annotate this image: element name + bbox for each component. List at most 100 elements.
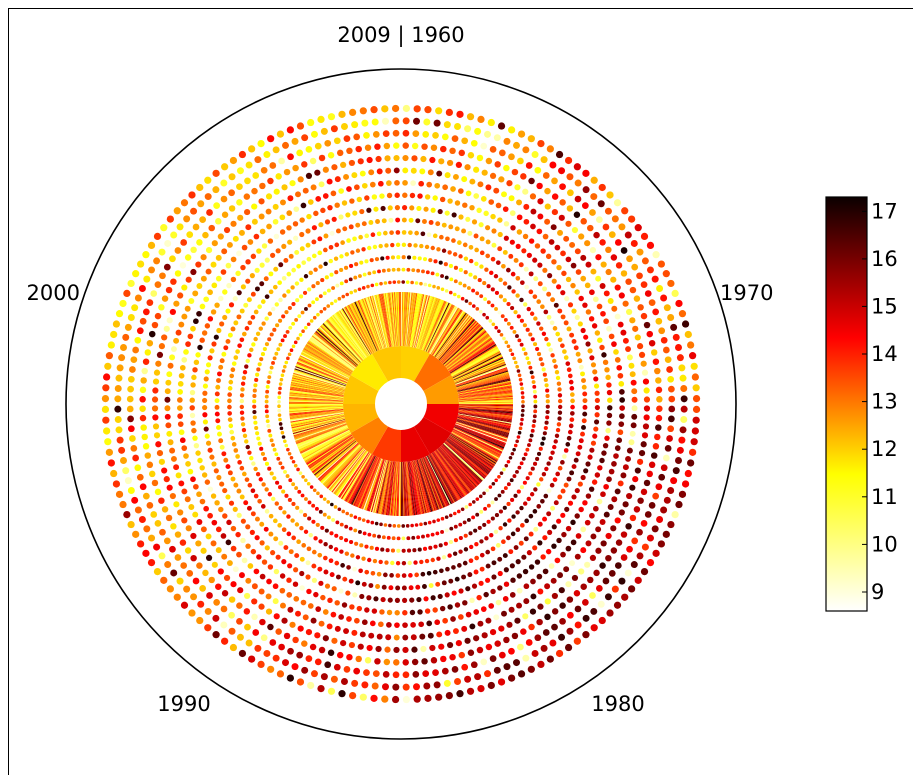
daily-value-dot — [310, 130, 318, 138]
daily-value-dot — [333, 299, 338, 303]
monthly-spoke-cell — [446, 439, 491, 473]
monthly-spoke-cell — [458, 401, 513, 404]
daily-value-dot — [151, 479, 159, 487]
daily-value-dot — [291, 137, 299, 145]
daily-value-dot — [546, 342, 551, 347]
daily-value-dot — [309, 319, 314, 323]
daily-value-dot — [418, 180, 425, 187]
daily-value-dot — [381, 105, 389, 113]
daily-value-dot — [317, 684, 325, 693]
daily-value-dot — [493, 187, 500, 194]
daily-value-dot — [232, 566, 239, 573]
daily-value-dot — [587, 224, 594, 232]
daily-value-dot — [656, 396, 663, 403]
daily-value-dot — [508, 674, 516, 682]
daily-value-dot — [679, 426, 687, 434]
daily-value-dot — [374, 546, 380, 551]
daily-value-dot — [497, 585, 503, 591]
daily-value-dot — [120, 343, 127, 351]
monthly-spoke-cell — [438, 447, 475, 490]
daily-value-dot — [515, 510, 520, 515]
daily-value-dot — [520, 628, 527, 635]
daily-value-dot — [394, 597, 400, 603]
daily-value-dot — [481, 169, 488, 176]
daily-value-dot — [215, 254, 222, 261]
daily-value-dot — [180, 199, 189, 207]
daily-value-dot — [480, 196, 487, 202]
monthly-spoke-cell — [364, 458, 383, 511]
daily-value-dot — [214, 391, 220, 397]
daily-value-dot — [226, 241, 233, 248]
daily-value-dot — [449, 277, 454, 282]
daily-value-dot — [501, 191, 507, 198]
daily-value-dot — [423, 682, 431, 690]
daily-value-dot — [215, 526, 222, 533]
monthly-spoke-cell — [356, 300, 379, 351]
daily-value-dot — [522, 323, 527, 328]
daily-value-dot — [582, 169, 590, 177]
daily-value-dot — [655, 483, 663, 491]
daily-value-dot — [524, 284, 530, 290]
monthly-spoke-cell — [415, 295, 430, 348]
daily-value-dot — [600, 261, 607, 268]
daily-value-dot — [202, 397, 208, 403]
daily-value-dot — [557, 308, 563, 314]
monthly-spoke-cell — [386, 461, 395, 516]
daily-value-dot — [580, 254, 587, 261]
daily-value-dot — [151, 321, 159, 329]
daily-value-dot — [357, 516, 362, 521]
daily-value-dot — [428, 220, 434, 225]
daily-value-dot — [637, 458, 644, 465]
daily-value-dot — [307, 118, 315, 127]
daily-value-dot — [307, 287, 312, 292]
monthly-spoke-cell — [417, 296, 435, 349]
monthly-spoke-cell — [297, 425, 348, 448]
daily-value-dot — [656, 285, 664, 292]
daily-value-dot — [478, 494, 483, 499]
daily-value-dot — [540, 156, 548, 164]
daily-value-dot — [235, 270, 241, 277]
daily-value-dot — [240, 387, 245, 392]
daily-value-dot — [585, 309, 592, 315]
monthly-spoke-cell — [289, 409, 344, 416]
daily-value-dot — [343, 173, 350, 180]
daily-value-dot — [650, 452, 658, 459]
daily-value-dot — [506, 535, 511, 541]
daily-value-dot — [186, 570, 194, 577]
daily-value-dot — [630, 561, 638, 569]
daily-value-dot — [359, 631, 366, 638]
daily-value-dot — [545, 393, 550, 399]
monthly-spoke-cell — [296, 424, 348, 446]
monthly-spoke-cell — [438, 447, 476, 489]
daily-value-dot — [664, 356, 672, 364]
monthly-spoke-cell — [313, 440, 356, 475]
daily-value-dot — [560, 488, 566, 494]
daily-value-dot — [158, 458, 165, 465]
daily-value-dot — [646, 558, 655, 567]
monthly-spoke-cell — [303, 348, 351, 376]
daily-value-dot — [324, 583, 331, 589]
daily-value-dot — [620, 247, 628, 254]
daily-value-dot — [265, 419, 270, 424]
daily-value-dot — [396, 267, 401, 272]
daily-value-dot — [206, 592, 213, 599]
daily-value-dot — [374, 257, 380, 262]
daily-value-dot — [144, 349, 152, 356]
daily-value-dot — [101, 405, 110, 414]
daily-value-dot — [253, 568, 260, 575]
daily-value-dot — [401, 280, 406, 284]
daily-value-dot — [148, 266, 156, 274]
daily-value-dot — [375, 155, 382, 163]
daily-value-dot — [239, 494, 245, 500]
daily-value-dot — [166, 430, 173, 437]
daily-value-dot — [335, 283, 340, 288]
daily-value-dot — [247, 320, 253, 326]
daily-value-dot — [540, 248, 546, 254]
monthly-spoke-cell — [340, 308, 371, 356]
daily-value-dot — [346, 147, 353, 155]
daily-value-dot — [169, 308, 176, 316]
daily-value-dot — [377, 621, 384, 628]
daily-value-dot — [370, 694, 378, 702]
daily-value-dot — [346, 186, 352, 192]
daily-value-dot — [551, 543, 557, 549]
